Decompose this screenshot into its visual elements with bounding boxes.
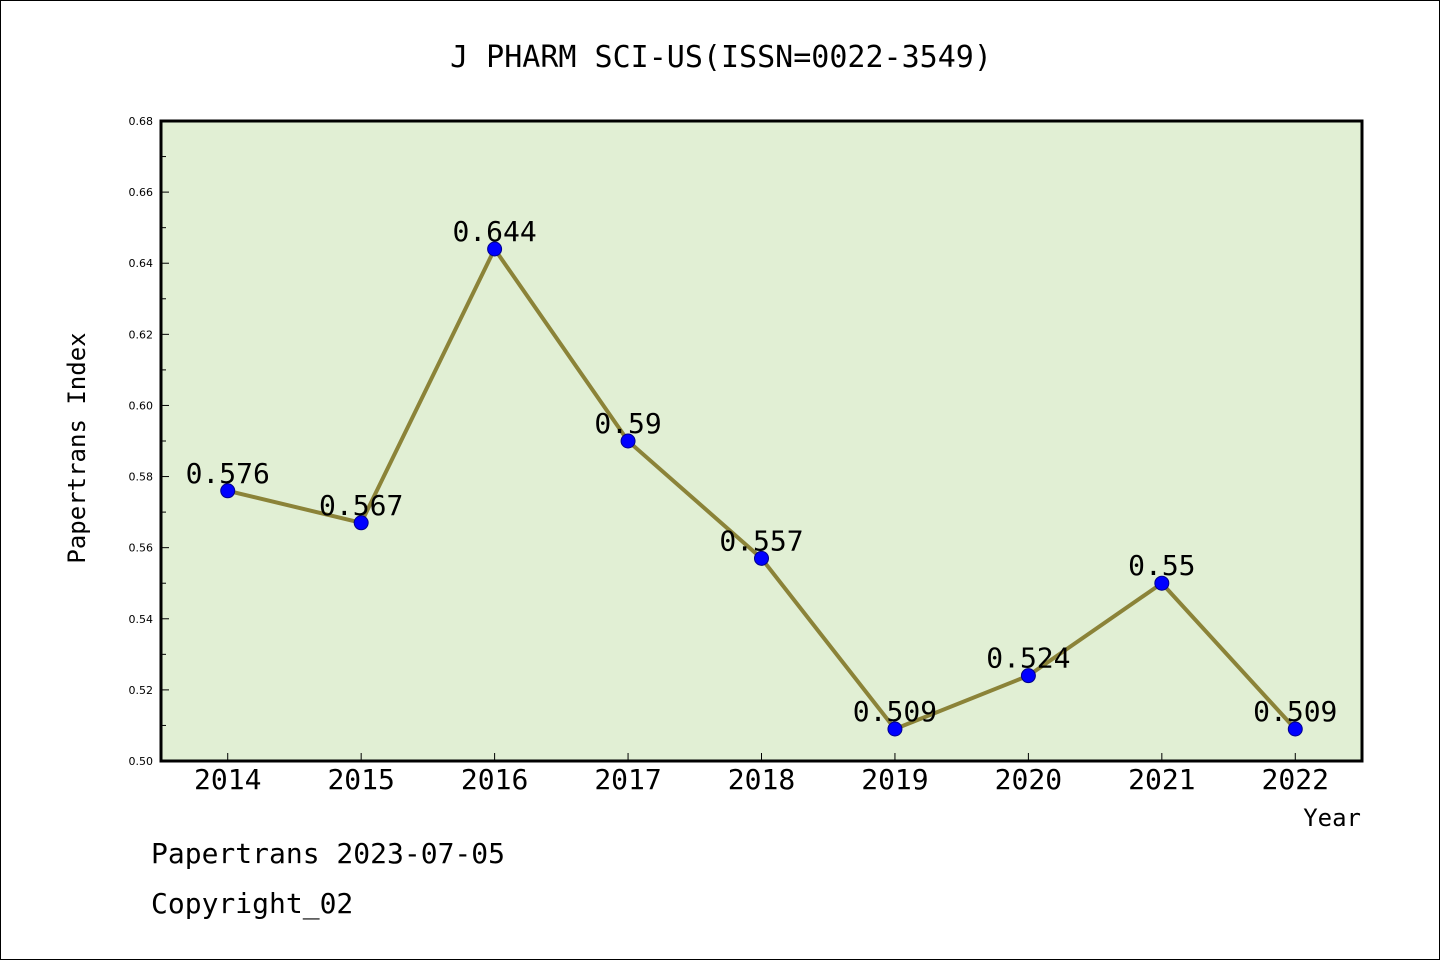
x-tick-label: 2015 — [327, 763, 394, 796]
data-label: 0.509 — [853, 695, 937, 728]
y-tick-label: 0.60 — [129, 399, 154, 412]
data-label: 0.524 — [986, 642, 1070, 675]
x-tick-label: 2018 — [728, 763, 795, 796]
data-label: 0.557 — [719, 524, 803, 557]
y-tick-label: 0.52 — [129, 684, 154, 697]
y-tick-label: 0.66 — [129, 186, 154, 199]
data-point — [353, 515, 369, 531]
data-point — [487, 241, 503, 257]
y-tick-label: 0.56 — [129, 542, 154, 555]
y-tick-label: 0.58 — [129, 471, 154, 484]
chart-title: J PHARM SCI-US(ISSN=0022-3549) — [450, 40, 992, 75]
data-point — [1154, 575, 1170, 591]
data-label: 0.644 — [452, 215, 536, 248]
y-tick-label: 0.64 — [129, 257, 154, 270]
x-tick-label: 2017 — [594, 763, 661, 796]
y-axis: 0.50 0.52 0.54 0.56 0.58 0.60 0.62 0.64 0.66 0.68 — [129, 115, 169, 768]
x-axis-label: Year — [1303, 804, 1361, 832]
data-point — [754, 550, 769, 566]
y-axis-label: Papertrans Index — [63, 332, 91, 563]
data-label: 0.567 — [319, 489, 403, 522]
data-label: 0.55 — [1128, 549, 1195, 582]
x-tick-label: 2022 — [1262, 763, 1329, 796]
y-tick-label: 0.50 — [129, 755, 154, 768]
data-label: 0.509 — [1253, 695, 1337, 728]
data-point — [620, 433, 636, 449]
data-point — [1020, 668, 1036, 684]
y-tick-label: 0.62 — [129, 328, 154, 341]
footer-copyright: Copyright_02 — [151, 887, 354, 920]
x-tick-label: 2020 — [995, 763, 1062, 796]
data-label: 0.576 — [186, 457, 270, 490]
data-point — [887, 721, 903, 737]
y-tick-label: 0.68 — [129, 115, 154, 128]
data-point — [220, 483, 236, 499]
footer-date: Papertrans 2023-07-05 — [151, 837, 506, 870]
x-tick-label: 2014 — [194, 763, 261, 796]
x-axis: 2014 2015 2016 2017 2018 2019 2020 2021 2022 — [194, 753, 1329, 796]
x-tick-label: 2021 — [1128, 763, 1195, 796]
plot-area — [159, 119, 1364, 763]
data-label: 0.59 — [594, 407, 661, 440]
y-tick-label: 0.54 — [129, 613, 154, 626]
series-layer: 0.576 0.567 0.644 0.59 0.557 0.509 0.524 0.55 0.… — [186, 215, 1337, 737]
x-tick-label: 2016 — [461, 763, 528, 796]
x-tick-label: 2019 — [861, 763, 928, 796]
data-point — [1287, 721, 1303, 737]
